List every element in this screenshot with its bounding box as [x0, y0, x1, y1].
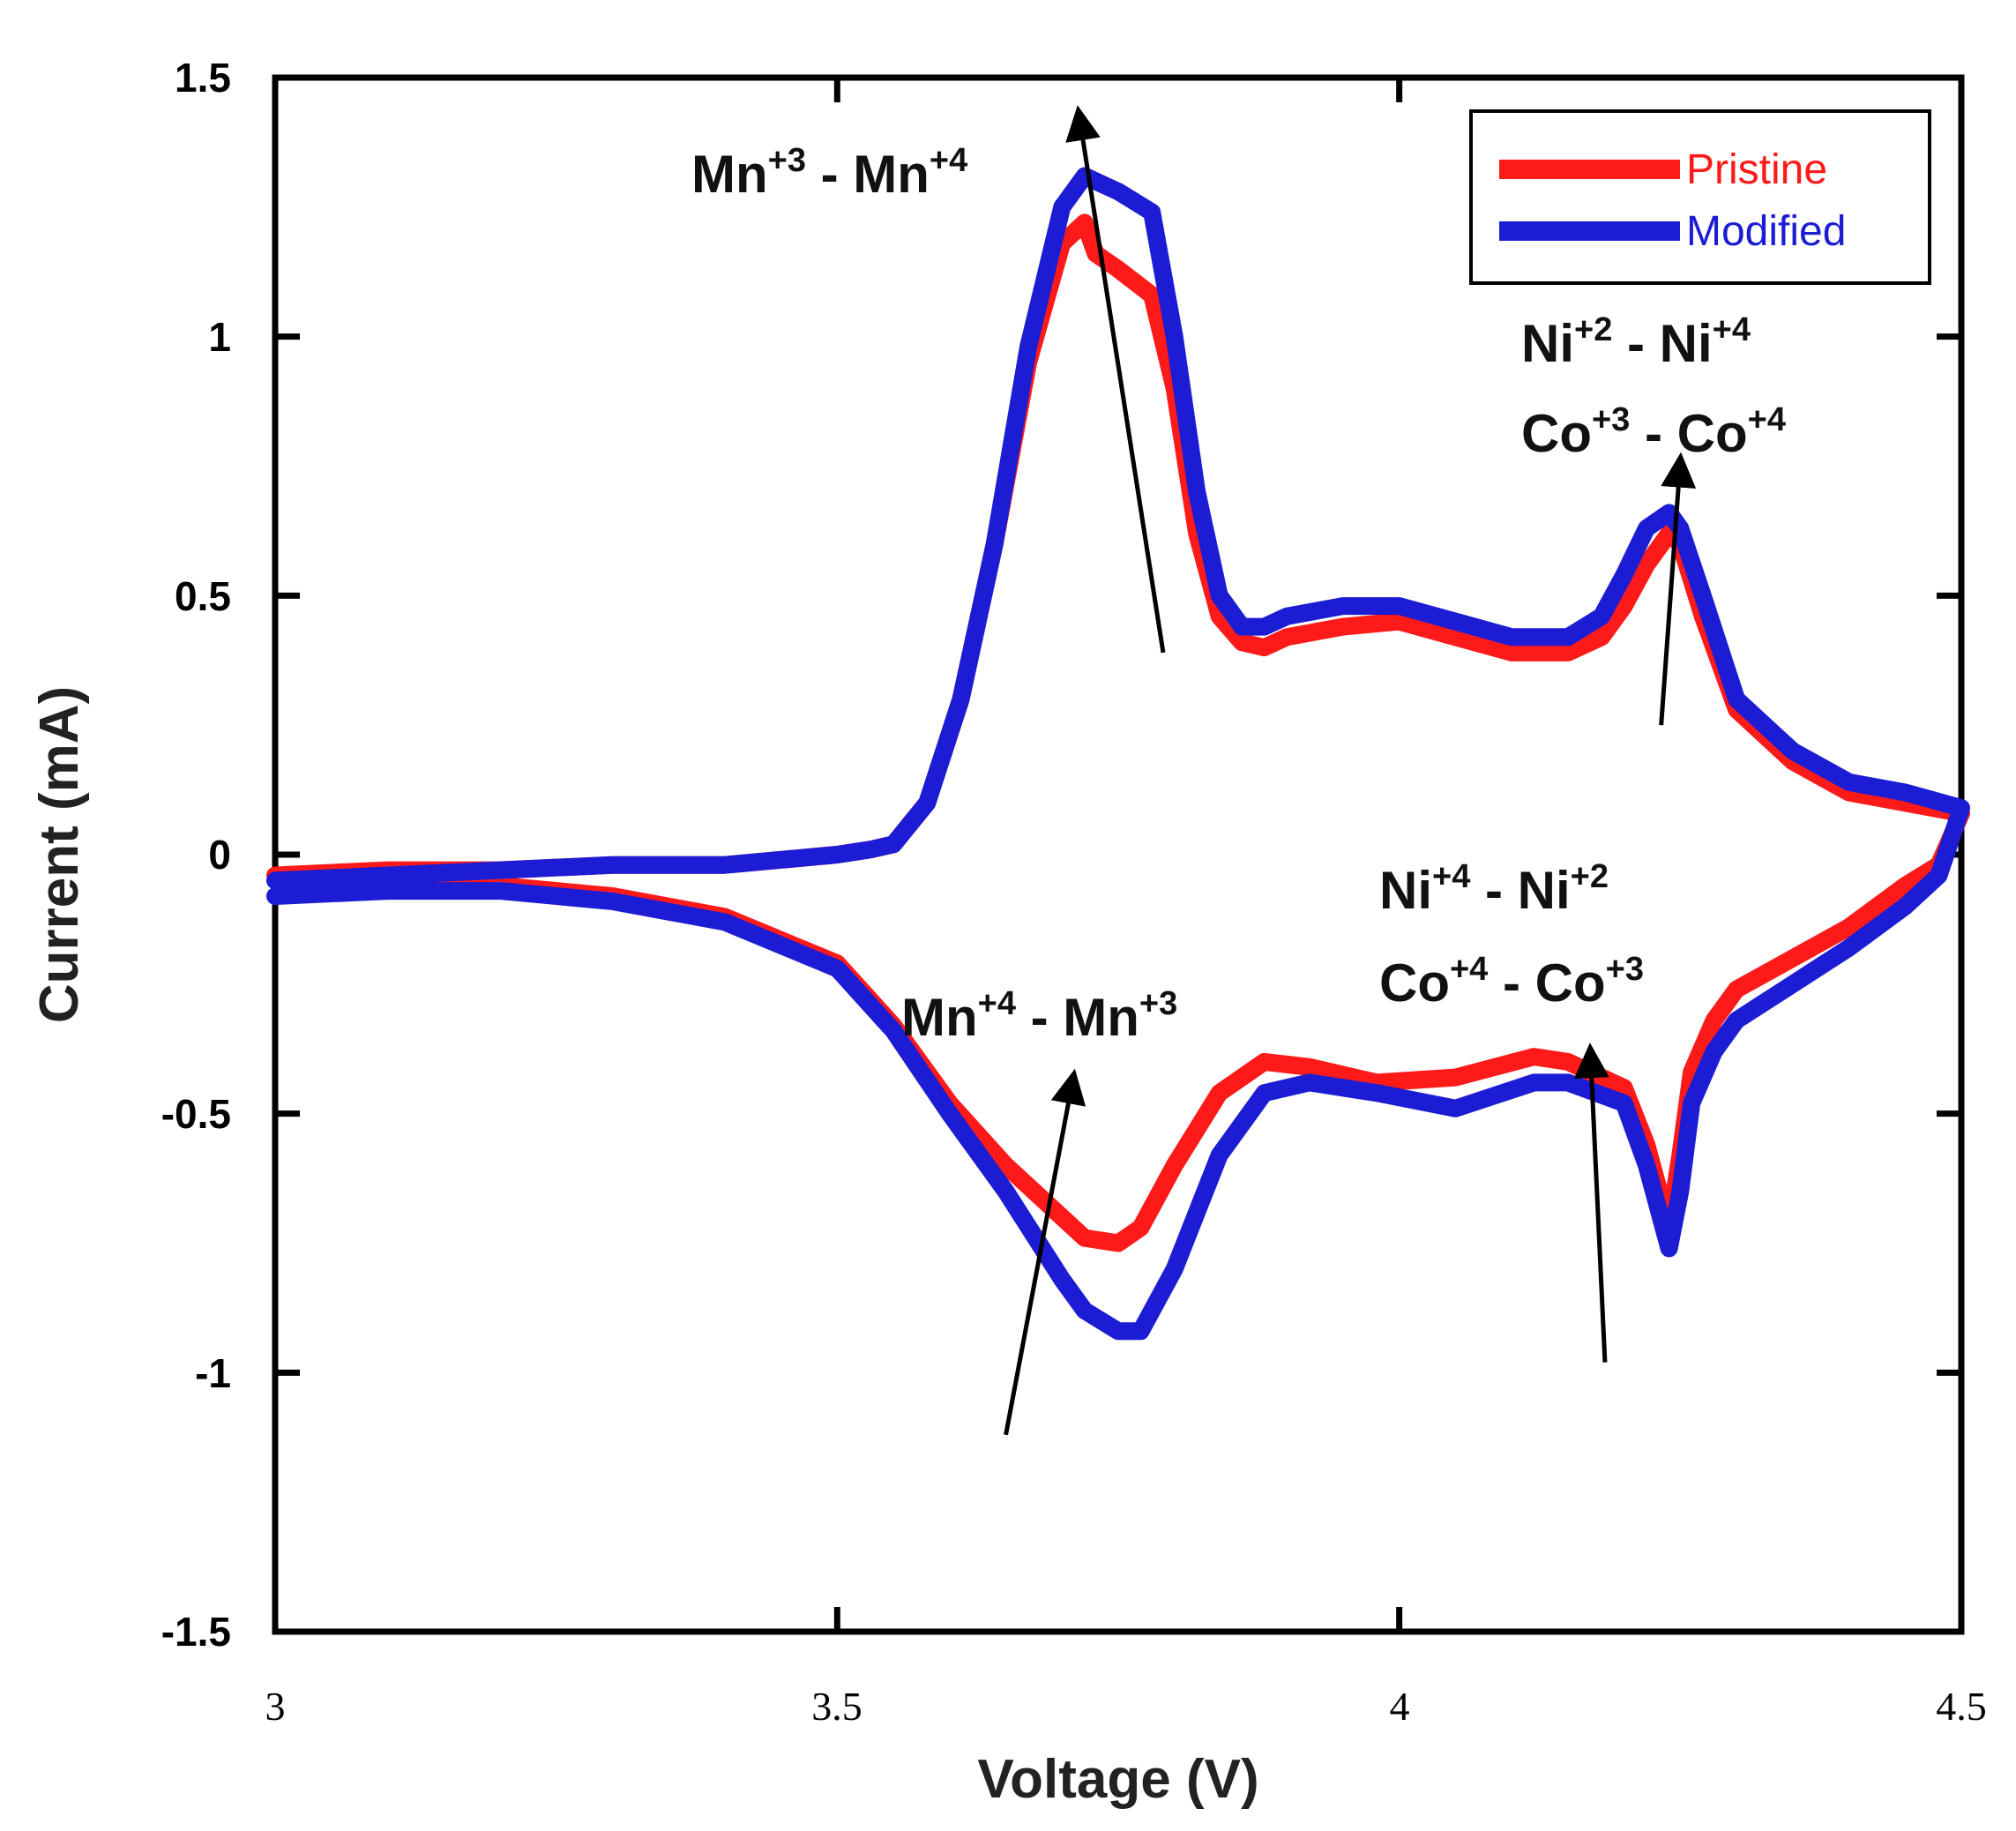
plot-frame [272, 74, 1965, 1635]
y-axis-title: Current (mA) [29, 686, 90, 1023]
annotation-arrows [1004, 105, 1697, 1436]
y-tick-label: 0 [208, 832, 231, 878]
legend-label-modified: Modified [1686, 208, 1846, 255]
legend: Pristine Modified [1469, 109, 1931, 285]
annotation-ni4-ni2: Ni+4 - Ni+2 [1379, 858, 1609, 920]
series-line-modified [266, 167, 1970, 1341]
legend-label-pristine: Pristine [1686, 146, 1827, 193]
x-tick-label: 3.5 [811, 1684, 862, 1729]
annotation-arrow [1573, 1043, 1609, 1363]
annotation-co3-co4: Co+3 - Co+4 [1521, 401, 1786, 463]
y-tick-label: -1.5 [161, 1609, 231, 1655]
y-tick-label: -1 [195, 1350, 231, 1396]
y-tick-label: -0.5 [161, 1091, 231, 1137]
y-tick-label: 0.5 [175, 573, 231, 619]
annotation-mn3-mn4: Mn+3 - Mn+4 [691, 142, 967, 204]
x-tick-label: 4 [1390, 1684, 1410, 1729]
annotation-arrow [1004, 1068, 1086, 1436]
x-axis-title: Voltage (V) [977, 1749, 1258, 1810]
y-axis-ticks [275, 74, 1961, 1635]
y-tick-label: 1 [208, 314, 231, 360]
annotation-ni2-ni4: Ni+2 - Ni+4 [1521, 311, 1751, 373]
annotation-arrow [1659, 452, 1697, 726]
x-tick-label: 3 [265, 1684, 286, 1729]
y-tick-label: 1.5 [175, 55, 231, 101]
annotation-mn4-mn3: Mn+4 - Mn+3 [901, 985, 1177, 1047]
annotation-co4-co3: Co+4 - Co+3 [1379, 951, 1644, 1013]
x-tick-label: 4.5 [1936, 1684, 1987, 1729]
x-axis-ticks [272, 78, 1965, 1632]
legend-box [1469, 109, 1931, 285]
annotation-arrow [1065, 105, 1166, 654]
